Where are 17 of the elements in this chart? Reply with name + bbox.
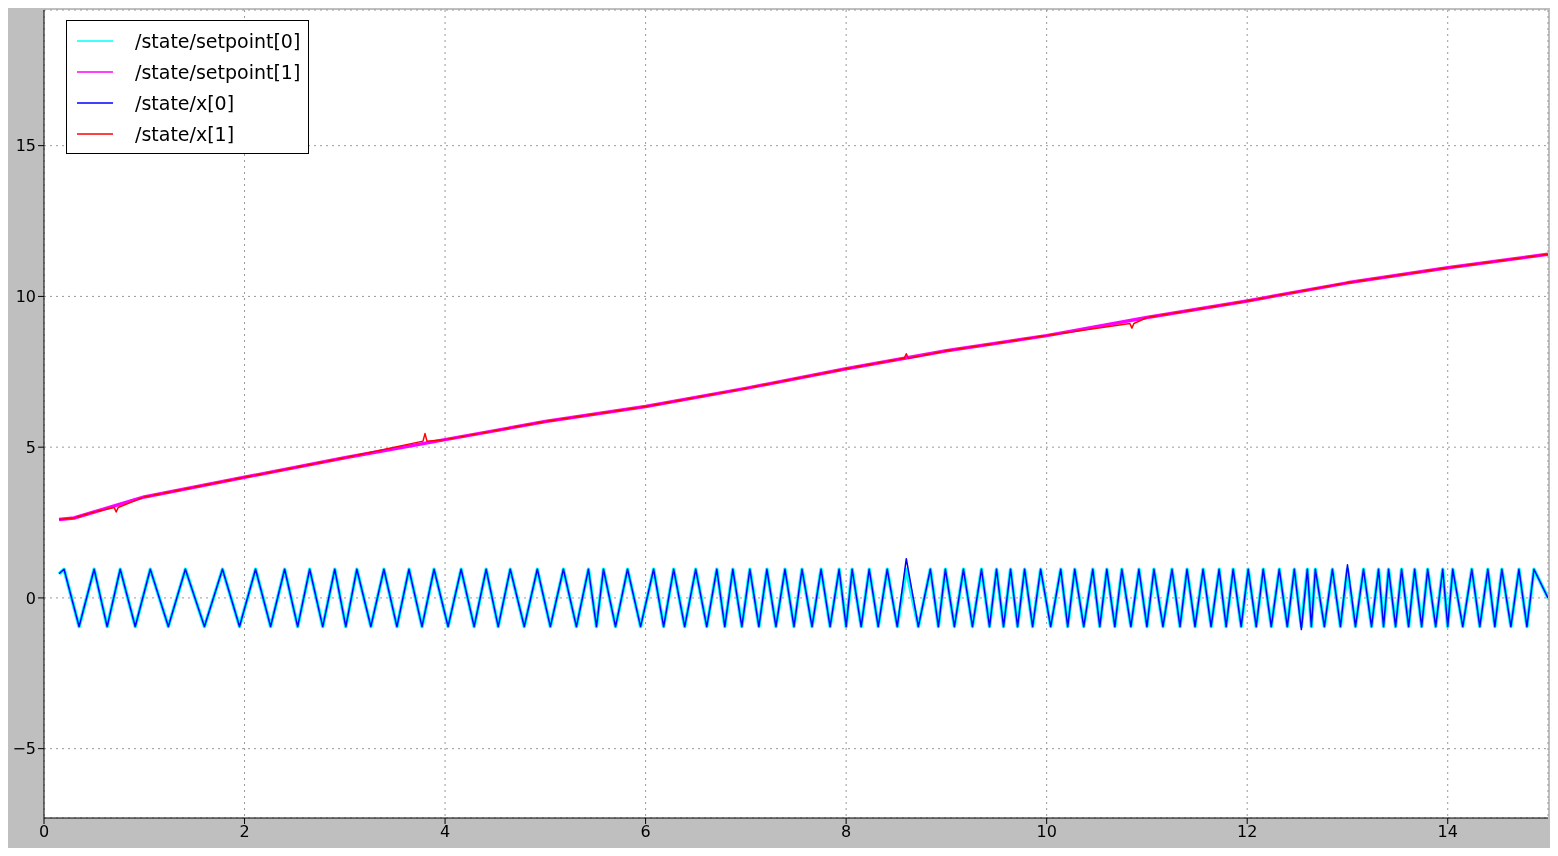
legend-label: /state/setpoint[1]	[135, 60, 301, 83]
y-tick-label: 0	[25, 588, 36, 608]
y-tick-label: 10	[15, 287, 36, 307]
y-tick-label: −5	[12, 739, 36, 759]
x-tick-label: 8	[841, 822, 852, 842]
x-tick-label: 4	[439, 822, 451, 842]
x-tick-label: 6	[640, 822, 651, 842]
x-tick-label: 12	[1237, 822, 1258, 842]
x-tick-label: 14	[1437, 822, 1458, 842]
legend-label: /state/x[0]	[135, 91, 235, 114]
legend-label: /state/x[1]	[135, 122, 235, 145]
x-tick-label: 2	[239, 822, 250, 842]
x-tick-label: 0	[38, 822, 50, 842]
x-tick-label: 10	[1036, 822, 1057, 842]
legend-label: /state/setpoint[0]	[135, 29, 301, 52]
y-tick-label: 15	[15, 136, 36, 156]
y-tick-label: 5	[25, 437, 36, 457]
